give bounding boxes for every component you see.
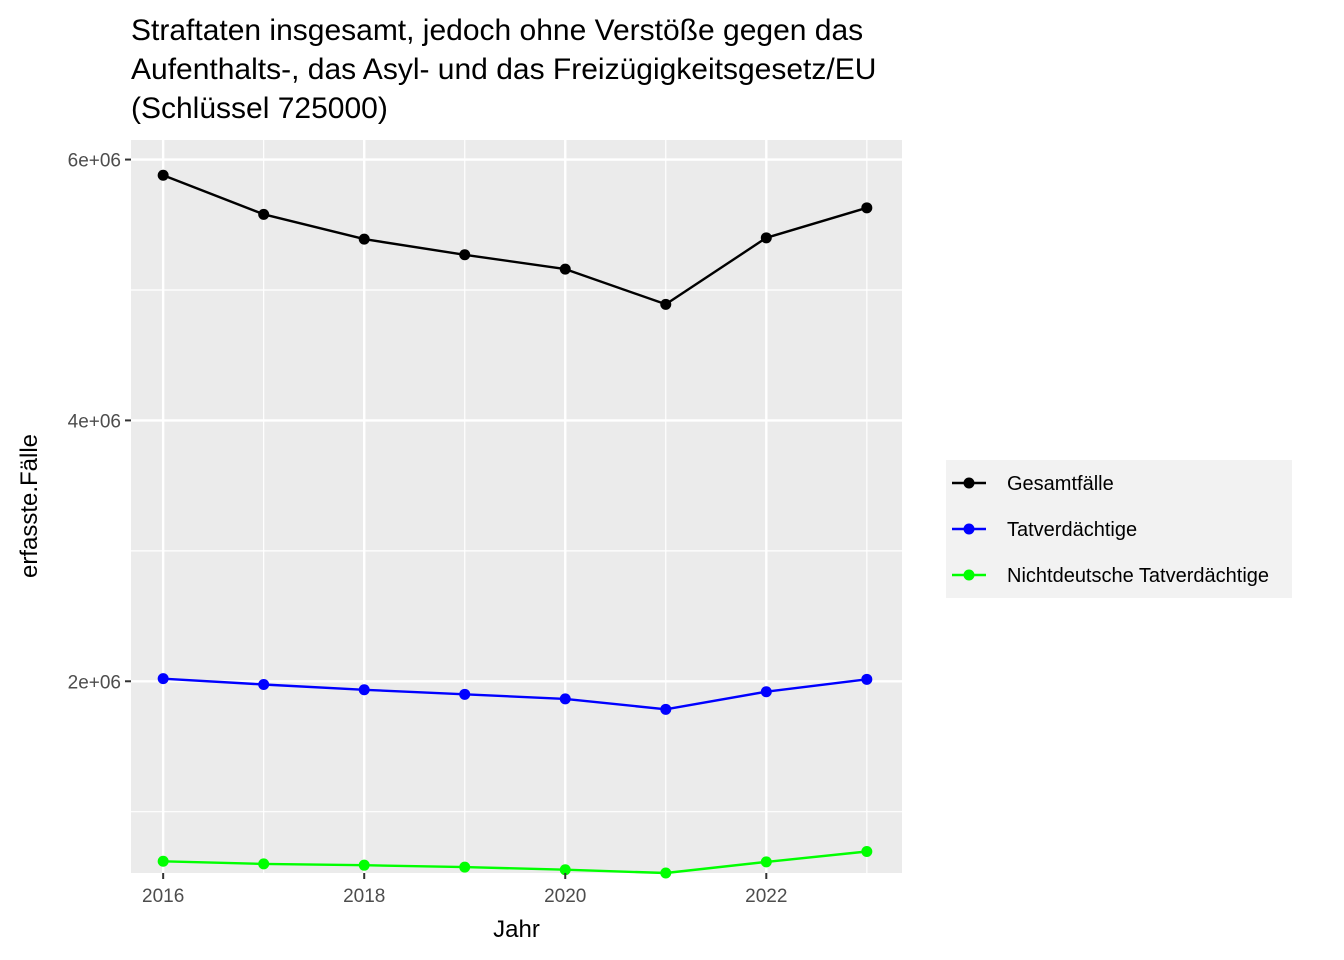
legend-background	[946, 460, 1292, 598]
y-axis: 2e+06 4e+06 6e+06	[68, 151, 131, 693]
title-line-3: (Schlüssel 725000)	[131, 92, 388, 125]
y-tick-label: 6e+06	[68, 151, 121, 172]
data-point	[157, 673, 169, 685]
legend-key-point	[963, 477, 975, 489]
series-layer	[157, 169, 873, 879]
series-line-2	[163, 677, 867, 711]
data-point	[157, 855, 169, 867]
x-tick-label: 2020	[544, 886, 586, 907]
data-point	[459, 861, 471, 873]
y-tick-label: 4e+06	[68, 411, 121, 432]
data-point	[459, 249, 471, 261]
data-point	[861, 845, 873, 857]
y-axis-title: erfasste.Fälle	[16, 434, 43, 578]
legend-label: Nichtdeutsche Tatverdächtige	[1007, 565, 1269, 587]
legend-label: Tatverdächtige	[1007, 519, 1137, 541]
data-point	[760, 686, 772, 698]
data-point	[760, 232, 772, 244]
data-point	[258, 208, 270, 220]
data-point	[861, 202, 873, 214]
data-point	[559, 693, 571, 705]
data-point	[760, 856, 772, 868]
legend-key-point	[963, 523, 975, 535]
legend-key-point	[963, 569, 975, 581]
legend: Gesamtfälle Tatverdächtige Nichtdeutsche T…	[946, 460, 1292, 598]
data-point	[559, 263, 571, 275]
data-point	[157, 169, 169, 181]
x-tick-label: 2022	[745, 886, 787, 907]
data-point	[660, 867, 672, 879]
series-line-3	[163, 850, 867, 875]
data-point	[861, 673, 873, 685]
chart-title: Straftaten insgesamt, jedoch ohne Verstö…	[131, 14, 876, 125]
x-tick-label: 2018	[343, 886, 385, 907]
data-point	[660, 298, 672, 310]
legend-items: Gesamtfälle Tatverdächtige Nichtdeutsche T…	[952, 473, 1269, 587]
grid-minor	[131, 140, 902, 873]
y-tick-label: 2e+06	[68, 672, 121, 693]
data-point	[258, 679, 270, 691]
data-point	[559, 864, 571, 876]
data-point	[459, 688, 471, 700]
grid-major	[131, 140, 902, 873]
series-line-1	[162, 174, 868, 306]
data-point	[358, 233, 370, 245]
title-line-2: Aufenthalts-, das Asyl- und das Freizügi…	[131, 53, 876, 86]
data-point	[258, 858, 270, 870]
legend-label: Gesamtfälle	[1007, 473, 1114, 495]
x-axis: 2016 2018 2020 2022	[142, 873, 787, 907]
data-point	[358, 684, 370, 696]
data-point	[358, 859, 370, 871]
x-tick-label: 2016	[142, 886, 184, 907]
data-point	[660, 703, 672, 715]
title-line-1: Straftaten insgesamt, jedoch ohne Verstö…	[131, 14, 863, 47]
plot-panel	[131, 140, 902, 873]
x-axis-title: Jahr	[493, 916, 540, 943]
